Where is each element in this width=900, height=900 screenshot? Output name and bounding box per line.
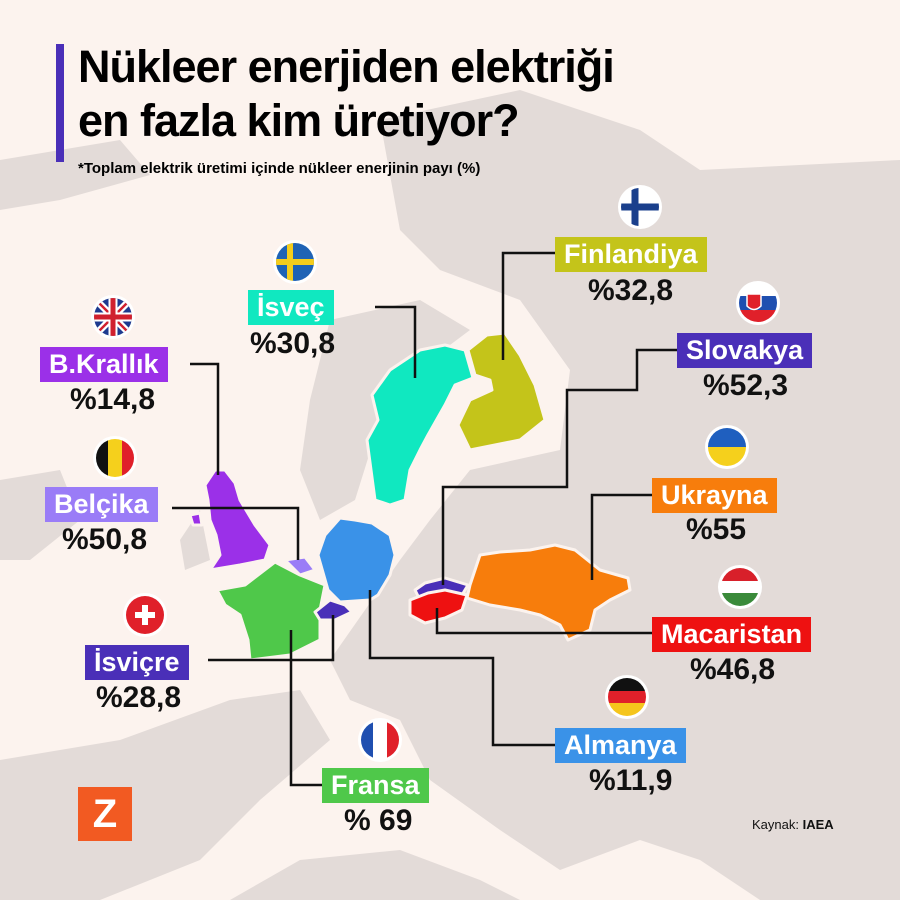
label-uk: B.Krallık [40,347,168,382]
label-sweden: İsveç [248,290,334,325]
country-finland [456,331,547,452]
label-ukraine: Ukrayna [652,478,777,513]
brand-logo: Z [78,787,132,841]
value-germany: %11,9 [589,764,673,797]
page-title: Nükleer enerjiden elektriği en fazla kim … [78,40,615,148]
connector-lines [172,251,677,787]
connector-uk [190,362,220,475]
country-sweden [365,343,475,507]
slovakia-flag-icon [736,281,780,325]
country-ireland-part [188,511,204,527]
title-line-1: Nükleer enerjiden elektriği [78,41,615,92]
ukraine-flag-icon [705,425,749,469]
hungary-flag-icon [718,565,762,609]
connector-slovakia [441,348,677,585]
country-hungary [408,588,469,625]
france-flag-icon [358,718,402,762]
value-france: % 69 [344,804,413,837]
title-accent-bar [56,44,64,162]
value-hungary: %46,8 [690,653,776,686]
value-switzerland: %28,8 [96,681,182,714]
source-label: Kaynak: [752,817,799,832]
value-uk: %14,8 [70,383,156,416]
connector-hungary [435,608,652,635]
source-value: IAEA [802,817,834,832]
connector-finland [501,251,555,360]
label-slovakia: Slovakya [677,333,813,368]
country-germany [316,516,397,604]
country-switzerland [313,598,354,622]
value-ukraine: %55 [686,513,747,546]
country-uk [203,468,272,572]
source-credit: Kaynak: IAEA [752,817,834,832]
subtitle: *Toplam elektrik üretimi içinde nükleer … [78,160,481,177]
label-switzerland: İsviçre [85,645,189,680]
label-hungary: Macaristan [652,617,812,652]
title-line-2: en fazla kim üretiyor? [78,95,520,146]
connector-switzerland [208,615,335,662]
finland-flag-icon [618,185,662,229]
label-france: Fransa [322,768,429,803]
germany-flag-icon [605,675,649,719]
label-belgium: Belçika [45,487,158,522]
sweden-flag-icon [273,240,317,284]
value-sweden: %30,8 [250,327,336,360]
uk-flag-icon [91,295,135,339]
value-finland: %32,8 [588,274,674,307]
connector-ukraine [590,493,652,580]
country-ukraine [465,543,632,642]
connector-belgium [172,506,300,560]
label-finland: Finlandiya [555,237,707,272]
value-slovakia: %52,3 [703,369,789,402]
switzerland-flag-icon [123,593,167,637]
connector-france [289,630,322,787]
belgium-flag-icon [93,436,137,480]
connector-germany [368,590,555,747]
connector-sweden [375,305,417,378]
value-belgium: %50,8 [62,523,148,556]
label-germany: Almanya [555,728,686,763]
country-france [215,560,327,662]
